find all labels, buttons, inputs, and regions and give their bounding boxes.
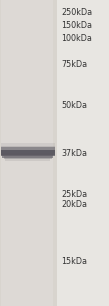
Text: 37kDa: 37kDa [62,148,88,158]
Text: 25kDa: 25kDa [62,190,88,199]
FancyBboxPatch shape [1,150,54,156]
Text: 15kDa: 15kDa [62,257,88,266]
Text: 75kDa: 75kDa [62,60,88,69]
FancyBboxPatch shape [1,147,54,153]
Text: 150kDa: 150kDa [62,21,93,30]
Text: 250kDa: 250kDa [62,8,93,17]
FancyBboxPatch shape [1,144,54,146]
Text: 50kDa: 50kDa [62,101,88,110]
FancyBboxPatch shape [2,153,53,158]
FancyBboxPatch shape [1,150,54,155]
Text: 20kDa: 20kDa [62,200,88,209]
FancyBboxPatch shape [1,146,54,150]
FancyBboxPatch shape [5,158,50,161]
FancyBboxPatch shape [0,0,57,306]
FancyBboxPatch shape [1,0,53,306]
Text: 100kDa: 100kDa [62,34,92,43]
FancyBboxPatch shape [4,155,52,159]
